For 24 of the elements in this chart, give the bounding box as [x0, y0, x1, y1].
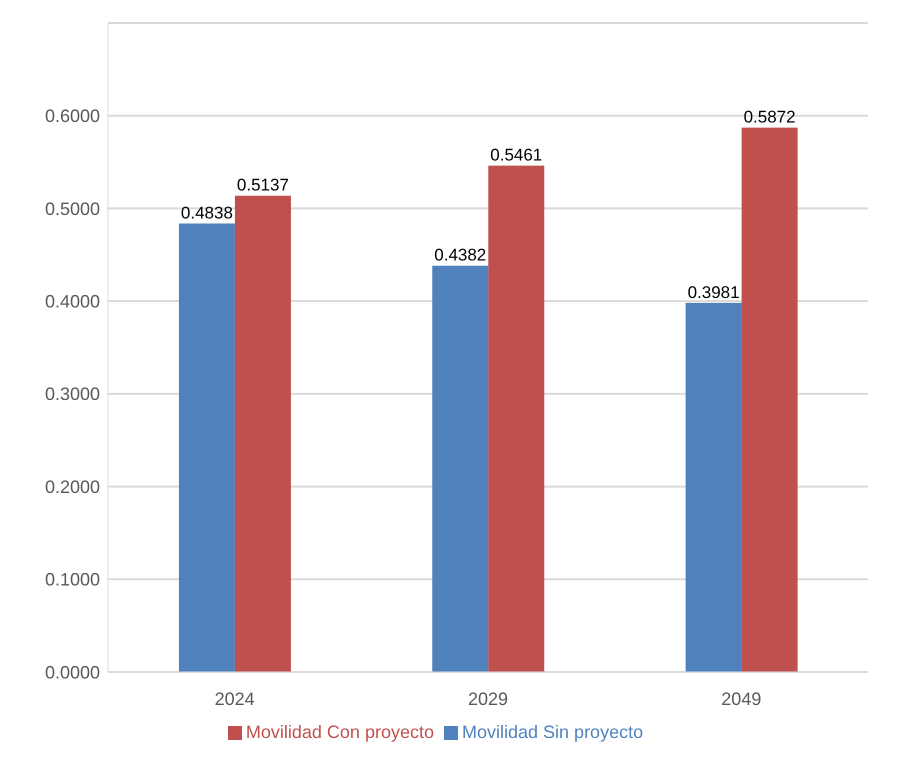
x-tick-label: 2049	[721, 688, 762, 709]
legend-label: Movilidad Sin proyecto	[462, 722, 644, 742]
y-tick-label: 0.1000	[44, 570, 100, 590]
bar	[234, 196, 291, 672]
legend-label: Movilidad Con proyecto	[246, 722, 434, 742]
data-label: 0.5461	[490, 146, 542, 165]
y-tick-label: 0.0000	[44, 662, 100, 682]
bar	[432, 266, 488, 672]
y-tick-label: 0.3000	[44, 384, 100, 404]
data-label: 0.5872	[744, 108, 796, 127]
x-tick-label: 2029	[468, 688, 508, 709]
x-tick-label: 2024	[214, 688, 255, 709]
data-label: 0.3981	[688, 282, 740, 302]
data-label: 0.4382	[434, 246, 486, 265]
data-label: 0.5137	[236, 176, 289, 195]
bar	[488, 166, 544, 672]
y-tick-label: 0.2000	[44, 476, 100, 497]
y-tick-label: 0.6000	[44, 106, 100, 126]
y-tick-label: 0.5000	[44, 198, 100, 219]
bar	[178, 223, 235, 672]
bar	[742, 128, 798, 672]
bar	[686, 302, 742, 672]
data-label: 0.4838	[180, 203, 233, 222]
y-tick-label: 0.4000	[44, 292, 100, 312]
